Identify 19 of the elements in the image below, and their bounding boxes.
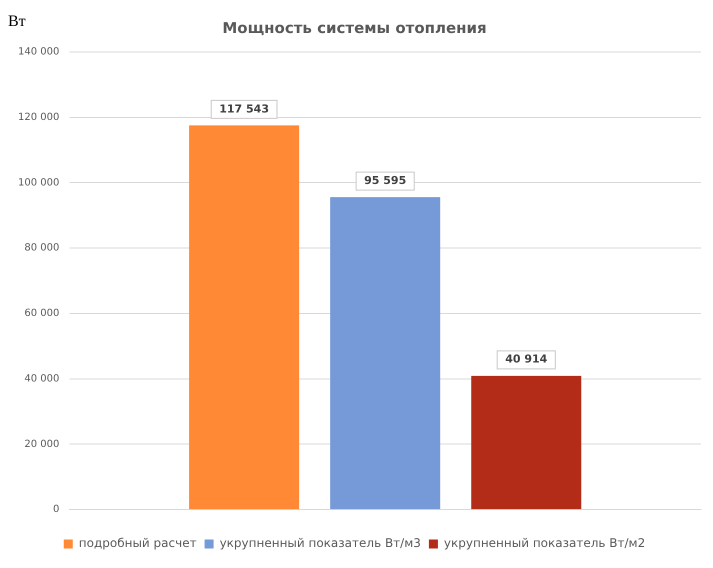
- y-tick-label: 0: [52, 504, 60, 516]
- data-label: 40 914: [505, 352, 548, 366]
- bar: [471, 376, 582, 510]
- chart-title: Мощность системы отопления: [222, 18, 487, 37]
- data-label: 95 595: [364, 174, 406, 187]
- y-tick-label: 100 000: [18, 177, 60, 188]
- bar: [189, 125, 300, 510]
- legend-label: подробный расчет: [78, 536, 197, 550]
- bar: [330, 197, 440, 510]
- y-tick-label: 80 000: [24, 242, 60, 254]
- y-axis-title: Вт: [8, 13, 26, 30]
- y-tick-label: 120 000: [18, 112, 60, 123]
- legend-label: укрупненный показатель Вт/м2: [444, 536, 646, 550]
- data-label: 117 543: [219, 102, 269, 116]
- y-tick-label: 40 000: [24, 373, 60, 384]
- y-tick-label: 140 000: [18, 46, 60, 58]
- legend-label: укрупненный показатель Вт/м3: [220, 536, 421, 550]
- y-tick-label: 60 000: [24, 308, 60, 320]
- y-tick-label: 20 000: [24, 438, 60, 450]
